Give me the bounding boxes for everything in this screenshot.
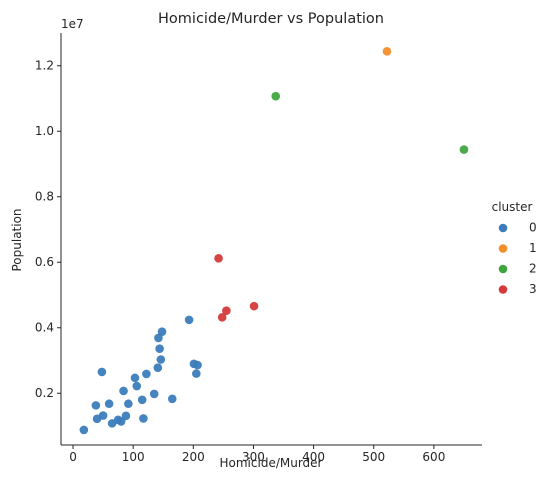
scatter-point-cluster-0 <box>124 399 133 409</box>
x-tick-label: 600 <box>422 450 445 464</box>
y-tick-label: 0.4 <box>35 320 54 334</box>
scatter-point-cluster-0 <box>98 411 108 420</box>
y-ticks: 0.2 0.4 0.6 0.8 1.0 1.2 <box>35 58 61 400</box>
scatter-point-cluster-0 <box>167 394 177 404</box>
x-tick-label: 400 <box>302 450 325 464</box>
plot-axes <box>60 33 482 446</box>
scatter-point-cluster-0 <box>155 344 164 354</box>
scatter-point-cluster-0 <box>79 425 89 435</box>
y-tick-label: 0.8 <box>35 189 54 203</box>
x-axis-label: Homicide/Murder <box>220 456 323 470</box>
scatter-point-cluster-0 <box>149 389 159 399</box>
scatter-point-cluster-2 <box>459 145 469 154</box>
y-tick-label: 0.2 <box>35 386 54 400</box>
x-tick-label: 0 <box>69 450 77 464</box>
scatter-point-cluster-0 <box>104 399 114 409</box>
legend-label-cluster-0: 0 <box>529 221 537 235</box>
scatter-point-cluster-2 <box>271 91 281 101</box>
data-points <box>79 47 469 435</box>
scatter-point-cluster-3 <box>214 254 223 263</box>
legend-label-cluster-1: 1 <box>529 241 537 255</box>
scatter-point-cluster-0 <box>153 363 163 373</box>
x-tick-label: 500 <box>362 450 385 464</box>
scatter-point-cluster-0 <box>142 369 151 379</box>
legend: cluster 0 1 2 3 <box>492 200 537 296</box>
legend-label-cluster-3: 3 <box>529 282 537 296</box>
scatter-point-cluster-3 <box>249 301 259 311</box>
scatter-point-cluster-0 <box>193 360 202 370</box>
y-axis-label: Population <box>10 208 24 271</box>
scatter-point-cluster-0 <box>184 315 194 325</box>
scatter-point-cluster-0 <box>132 381 142 391</box>
scatter-point-cluster-0 <box>119 386 128 396</box>
chart-title: Homicide/Murder vs Population <box>158 11 384 27</box>
y-tick-label: 1.0 <box>35 124 54 138</box>
legend-label-cluster-2: 2 <box>529 262 537 276</box>
legend-title: cluster <box>492 200 533 214</box>
scatter-point-cluster-0 <box>137 395 147 405</box>
scatter-point-cluster-0 <box>121 411 131 421</box>
scatter-point-cluster-0 <box>91 401 101 410</box>
y-tick-label: 1.2 <box>35 58 54 72</box>
y-tick-label: 0.6 <box>35 255 54 269</box>
scatter-point-cluster-3 <box>222 306 231 316</box>
scatter-point-cluster-3 <box>217 312 227 322</box>
x-tick-label: 300 <box>242 450 265 464</box>
legend-marker-cluster-0 <box>498 223 508 233</box>
scatter-point-cluster-0 <box>192 369 201 378</box>
legend-marker-cluster-2 <box>498 264 508 274</box>
legend-marker-cluster-1 <box>498 244 508 253</box>
x-ticks: 0 100 200 300 400 500 600 <box>69 445 445 464</box>
scatter-point-cluster-0 <box>156 355 166 364</box>
scatter-point-cluster-0 <box>154 333 163 343</box>
y-offset-text: 1e7 <box>61 17 84 31</box>
x-tick-label: 200 <box>182 450 205 464</box>
scatter-point-cluster-0 <box>130 373 140 383</box>
x-tick-label: 100 <box>122 450 145 464</box>
scatter-point-cluster-0 <box>157 327 167 336</box>
scatter-point-cluster-0 <box>116 417 126 426</box>
scatter-point-cluster-0 <box>139 414 148 423</box>
scatter-point-cluster-0 <box>97 367 107 377</box>
scatter-point-cluster-1 <box>382 47 392 56</box>
legend-marker-cluster-3 <box>498 285 508 294</box>
